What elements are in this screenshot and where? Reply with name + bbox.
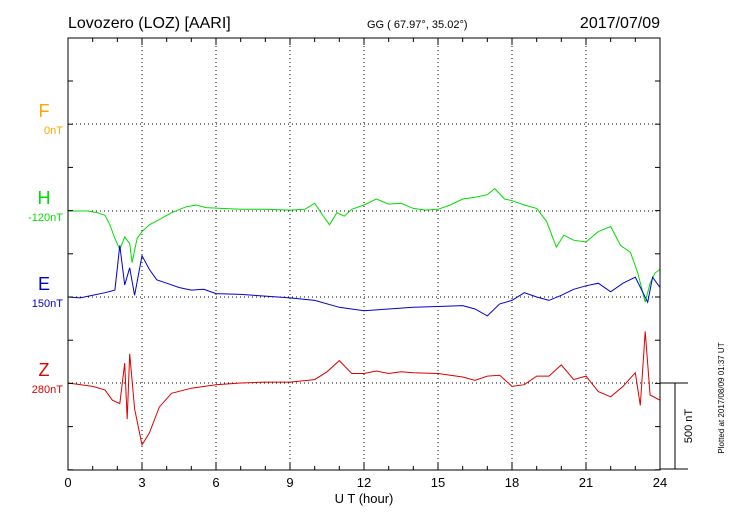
x-tick-label: 18 [505, 475, 519, 490]
x-tick-label: 12 [357, 475, 371, 490]
series-line-e [67, 245, 661, 317]
x-tick-label: 9 [286, 475, 293, 490]
plotted-timestamp: Plotted at 2017/08/09 01:37 UT [717, 342, 726, 453]
series-name-f: F [39, 101, 50, 121]
x-tick-label: 3 [138, 475, 145, 490]
series-name-z: Z [39, 360, 50, 380]
series-line-h [68, 187, 661, 303]
series-name-e: E [38, 274, 50, 294]
series-offset-h: -120nT [28, 212, 63, 224]
series-offset-f: 0nT [44, 125, 63, 137]
series-line-z [67, 331, 661, 447]
x-tick-label: 21 [579, 475, 593, 490]
x-tick-label: 24 [653, 475, 667, 490]
scale-bar: 500 nT [660, 382, 695, 470]
x-tick-labels: 0 3 6 9 12 15 18 21 24 [64, 475, 667, 490]
x-tick-label: 0 [64, 475, 71, 490]
x-axis-label: U T (hour) [335, 491, 394, 506]
component-labels: F 0nT H -120nT E 150nT Z 280nT [28, 101, 63, 396]
date-label: 2017/07/09 [580, 15, 660, 32]
series-offset-e: 150nT [32, 298, 63, 310]
grid-layer [68, 38, 660, 470]
coords-label: GG ( 67.97°, 35.02°) [367, 19, 468, 31]
tick-layer [67, 38, 661, 471]
x-tick-label: 6 [212, 475, 219, 490]
x-tick-label: 15 [431, 475, 445, 490]
series-name-h: H [38, 188, 51, 208]
station-title: Lovozero (LOZ) [AARI] [68, 15, 231, 32]
series-layer [67, 187, 661, 447]
scale-bar-label: 500 nT [683, 409, 695, 444]
series-offset-z: 280nT [32, 384, 63, 396]
